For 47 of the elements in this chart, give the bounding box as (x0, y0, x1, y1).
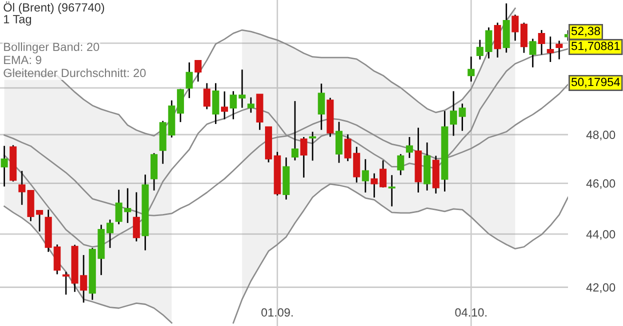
candlestick (468, 56, 475, 82)
y-tick-label: 44,00 (586, 230, 616, 240)
candlestick (388, 174, 396, 208)
candlestick (406, 136, 413, 159)
candlestick (362, 158, 369, 194)
candlestick (512, 14, 519, 42)
candlestick (529, 38, 536, 68)
chart-title: Öl (Brent) (967740) (4, 2, 104, 14)
annotation: Bollinger Band: 20 (4, 42, 100, 54)
candlestick (150, 152, 158, 192)
candlestick (220, 90, 228, 120)
text: 1 Tag (4, 15, 32, 26)
candlestick (106, 218, 114, 249)
annotation: Gleitender Durchschnitt: 20 (4, 68, 146, 78)
text: 52,38 (571, 26, 600, 37)
candlestick (458, 102, 466, 132)
y-tick-label: 46,00 (586, 179, 616, 190)
candlestick (247, 96, 254, 114)
candlestick (176, 88, 184, 123)
y-tick-label: 48,00 (586, 130, 616, 140)
text: 51,70881 (571, 42, 620, 52)
candlestick (0, 145, 8, 188)
annotation: EMA: 9 (4, 56, 42, 64)
candlestick (335, 121, 343, 164)
y-tick-label: 42,00 (586, 283, 616, 294)
candlestick (546, 36, 554, 63)
candlestick (380, 160, 387, 188)
candlestick (186, 62, 193, 99)
candlestick (212, 82, 220, 125)
candlestick (556, 40, 563, 60)
candlestick (309, 131, 316, 162)
x-tick-label: 04.10. (455, 308, 486, 317)
candlestick (397, 153, 404, 176)
candlestick (62, 271, 70, 296)
x-tick-label: 01.09. (261, 308, 293, 317)
candlestick (291, 100, 298, 162)
candlestick (203, 82, 210, 110)
text: 50,17954 (571, 78, 620, 88)
candlestick (370, 172, 378, 198)
candlestick (494, 22, 502, 58)
candlestick (194, 60, 202, 82)
candlestick (300, 136, 308, 178)
candlestick (318, 82, 325, 131)
candlestick (538, 29, 546, 56)
candlestick (450, 90, 458, 137)
candlestick (132, 192, 140, 242)
candlestick (520, 22, 528, 54)
